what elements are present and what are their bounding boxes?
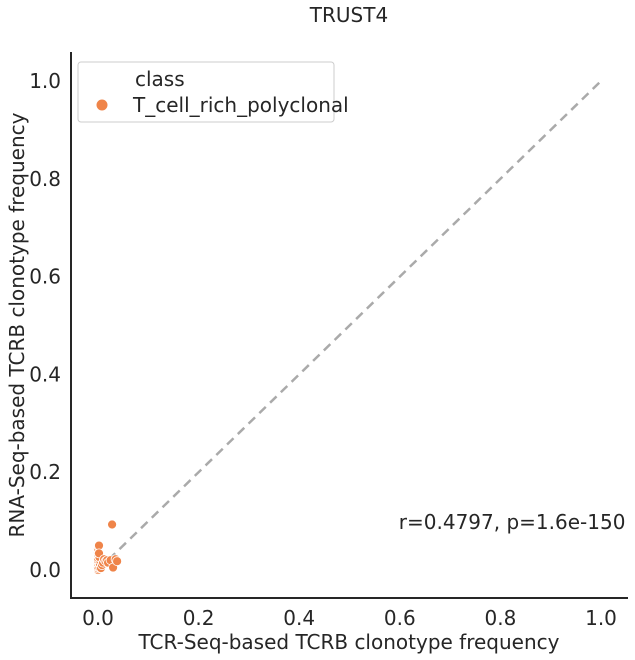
- x-axis-ticks: 0.0 0.2 0.4 0.6 0.8 1.0: [82, 606, 617, 630]
- x-tick-label: 0.6: [384, 606, 416, 630]
- y-tick-label: 0.6: [29, 265, 61, 289]
- legend-frame: [77, 61, 335, 123]
- x-tick-label: 0.8: [484, 606, 516, 630]
- x-tick-label: 0.4: [283, 606, 315, 630]
- scatter-point: [107, 519, 117, 530]
- legend: class T_cell_rich_polyclonal: [77, 61, 349, 123]
- legend-marker: [95, 98, 109, 112]
- plot-area: [93, 80, 602, 575]
- legend-title: class: [135, 67, 185, 91]
- x-tick-label: 1.0: [585, 606, 617, 630]
- x-tick-label: 0.0: [82, 606, 114, 630]
- y-tick-label: 1.0: [29, 69, 61, 93]
- correlation-annotation: r=0.4797, p=1.6e-150: [399, 510, 626, 534]
- legend-entry-label: T_cell_rich_polyclonal: [132, 93, 349, 117]
- scatter-point: [112, 556, 123, 567]
- y-axis-ticks: 0.0 0.2 0.4 0.6 0.8 1.0: [29, 69, 61, 582]
- y-tick-label: 0.4: [29, 362, 61, 386]
- identity-reference-line: [97, 80, 602, 571]
- y-tick-label: 0.2: [29, 460, 61, 484]
- y-axis-title: RNA-Seq-based TCRB clonotype frequency: [5, 112, 29, 537]
- chart-title: TRUST4: [309, 3, 388, 27]
- y-tick-label: 0.0: [29, 558, 61, 582]
- x-tick-label: 0.2: [183, 606, 215, 630]
- y-tick-label: 0.8: [29, 167, 61, 191]
- x-axis-title: TCR-Seq-based TCRB clonotype frequency: [138, 630, 560, 654]
